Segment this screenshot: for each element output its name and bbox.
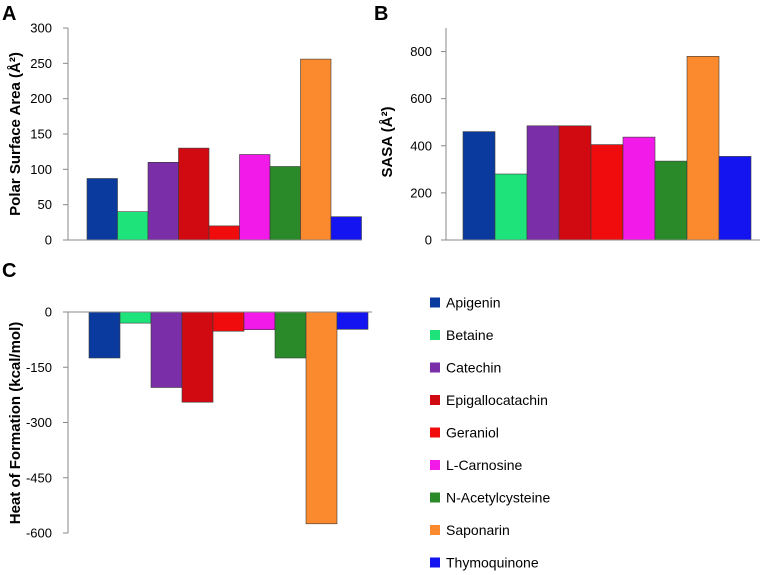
panel-b-bar-apigenin <box>462 131 496 241</box>
panel-b-bar-betaine <box>494 173 528 241</box>
legend-swatch-apigenin <box>430 297 440 308</box>
panel-a-tick-label: 0 <box>45 233 52 248</box>
legend-label-apigenin: Apigenin <box>446 295 501 311</box>
panel-b-tick-label: 600 <box>410 91 432 106</box>
panel-a-tick-label: 100 <box>30 162 52 177</box>
panel-a-y-axis-label: Polar Surface Area (Å²) <box>7 52 24 216</box>
legend-swatch-catechin <box>430 362 440 373</box>
panel-b-sasa: B SASA (Å²) 0 200 400 600 800 <box>374 3 760 248</box>
legend-swatch-betaine <box>430 330 440 340</box>
legend-label-l-carnosine: L-Carnosine <box>446 457 522 473</box>
panel-a-bar-catechin <box>147 162 179 241</box>
legend: Apigenin Betaine Catechin Epigallocatachin G… <box>430 295 550 571</box>
legend-swatch-saponarin <box>430 525 440 535</box>
legend-swatch-n-acetylcysteine <box>430 492 440 503</box>
panel-b-bar-geraniol <box>590 144 624 241</box>
legend-swatch-geraniol <box>430 427 440 438</box>
legend-swatch-epigallocatachin <box>430 395 440 405</box>
panel-c-bar-l-carnosine <box>243 311 276 331</box>
legend-label-epigallocatachin: Epigallocatachin <box>446 392 548 408</box>
panel-c-tick-label: -150 <box>26 360 52 375</box>
panel-c-tick-label: -300 <box>26 415 52 430</box>
panel-a-bar-l-carnosine <box>239 154 271 241</box>
legend-label-betaine: Betaine <box>446 327 494 343</box>
panel-b-tick-label: 0 <box>425 233 432 248</box>
panel-c-heat-of-formation: C Heat of Formation (kcal/mol) 0 -150 -300… <box>2 260 372 541</box>
panel-c-bar-n-acetylcysteine <box>274 311 307 359</box>
legend-label-thymoquinone: Thymoquinone <box>446 555 539 571</box>
legend-swatch-thymoquinone <box>430 557 440 568</box>
panel-a-bar-n-acetylcysteine <box>269 166 301 241</box>
legend-label-n-acetylcysteine: N-Acetylcysteine <box>446 490 550 506</box>
panel-c-bar-geraniol <box>212 311 245 332</box>
legend-label-saponarin: Saponarin <box>446 522 510 538</box>
panel-b-tick-label: 800 <box>410 44 432 59</box>
panel-c-bar-thymoquinone <box>336 311 369 330</box>
panel-a-bar-epigallocatachin <box>178 147 210 241</box>
panel-c-tick-label: -450 <box>26 470 52 485</box>
panel-a-bar-betaine <box>117 211 149 241</box>
panel-c-label: C <box>2 260 16 282</box>
panel-c-bar-apigenin <box>88 311 121 359</box>
legend-label-catechin: Catechin <box>446 360 501 376</box>
panel-a-tick-label: 300 <box>30 21 52 36</box>
panel-b-bar-epigallocatachin <box>558 125 592 241</box>
panel-b-bar-thymoquinone <box>718 156 752 241</box>
panel-c-bar-catechin <box>150 311 183 388</box>
panel-c-tick-label: 0 <box>45 305 52 320</box>
panel-b-bar-catechin <box>526 125 560 241</box>
panel-c-bar-epigallocatachin <box>181 311 214 403</box>
panel-b-tick-label: 400 <box>410 138 432 153</box>
panel-a-bar-apigenin <box>86 178 118 241</box>
panel-a-bar-saponarin <box>300 58 332 241</box>
panel-a-bar-thymoquinone <box>330 216 362 241</box>
panel-b-bar-n-acetylcysteine <box>654 160 688 241</box>
panel-b-bar-l-carnosine <box>622 136 656 241</box>
panel-a-label: A <box>2 3 16 25</box>
panel-b-bar-saponarin <box>686 55 720 241</box>
panel-c-y-axis-label: Heat of Formation (kcal/mol) <box>7 322 24 525</box>
panel-a-tick-label: 250 <box>30 56 52 71</box>
panel-b-label: B <box>374 3 388 25</box>
panel-b-tick-label: 200 <box>410 185 432 200</box>
panel-a-bar-geraniol <box>208 225 240 241</box>
panel-c-bar-betaine <box>119 311 152 324</box>
panel-a-tick-label: 150 <box>30 127 52 142</box>
panel-a-tick-label: 50 <box>38 197 52 212</box>
legend-swatch-l-carnosine <box>430 460 440 470</box>
panel-c-tick-label: -600 <box>26 526 52 541</box>
panel-a-tick-label: 200 <box>30 91 52 106</box>
panel-c-bar-saponarin <box>305 311 338 525</box>
legend-label-geraniol: Geraniol <box>446 425 499 441</box>
panel-a-polar-surface-area: A Polar Surface Area (Å²) 0 50 100 150 200 25… <box>2 3 362 248</box>
panel-b-y-axis-label: SASA (Å²) <box>379 106 396 177</box>
